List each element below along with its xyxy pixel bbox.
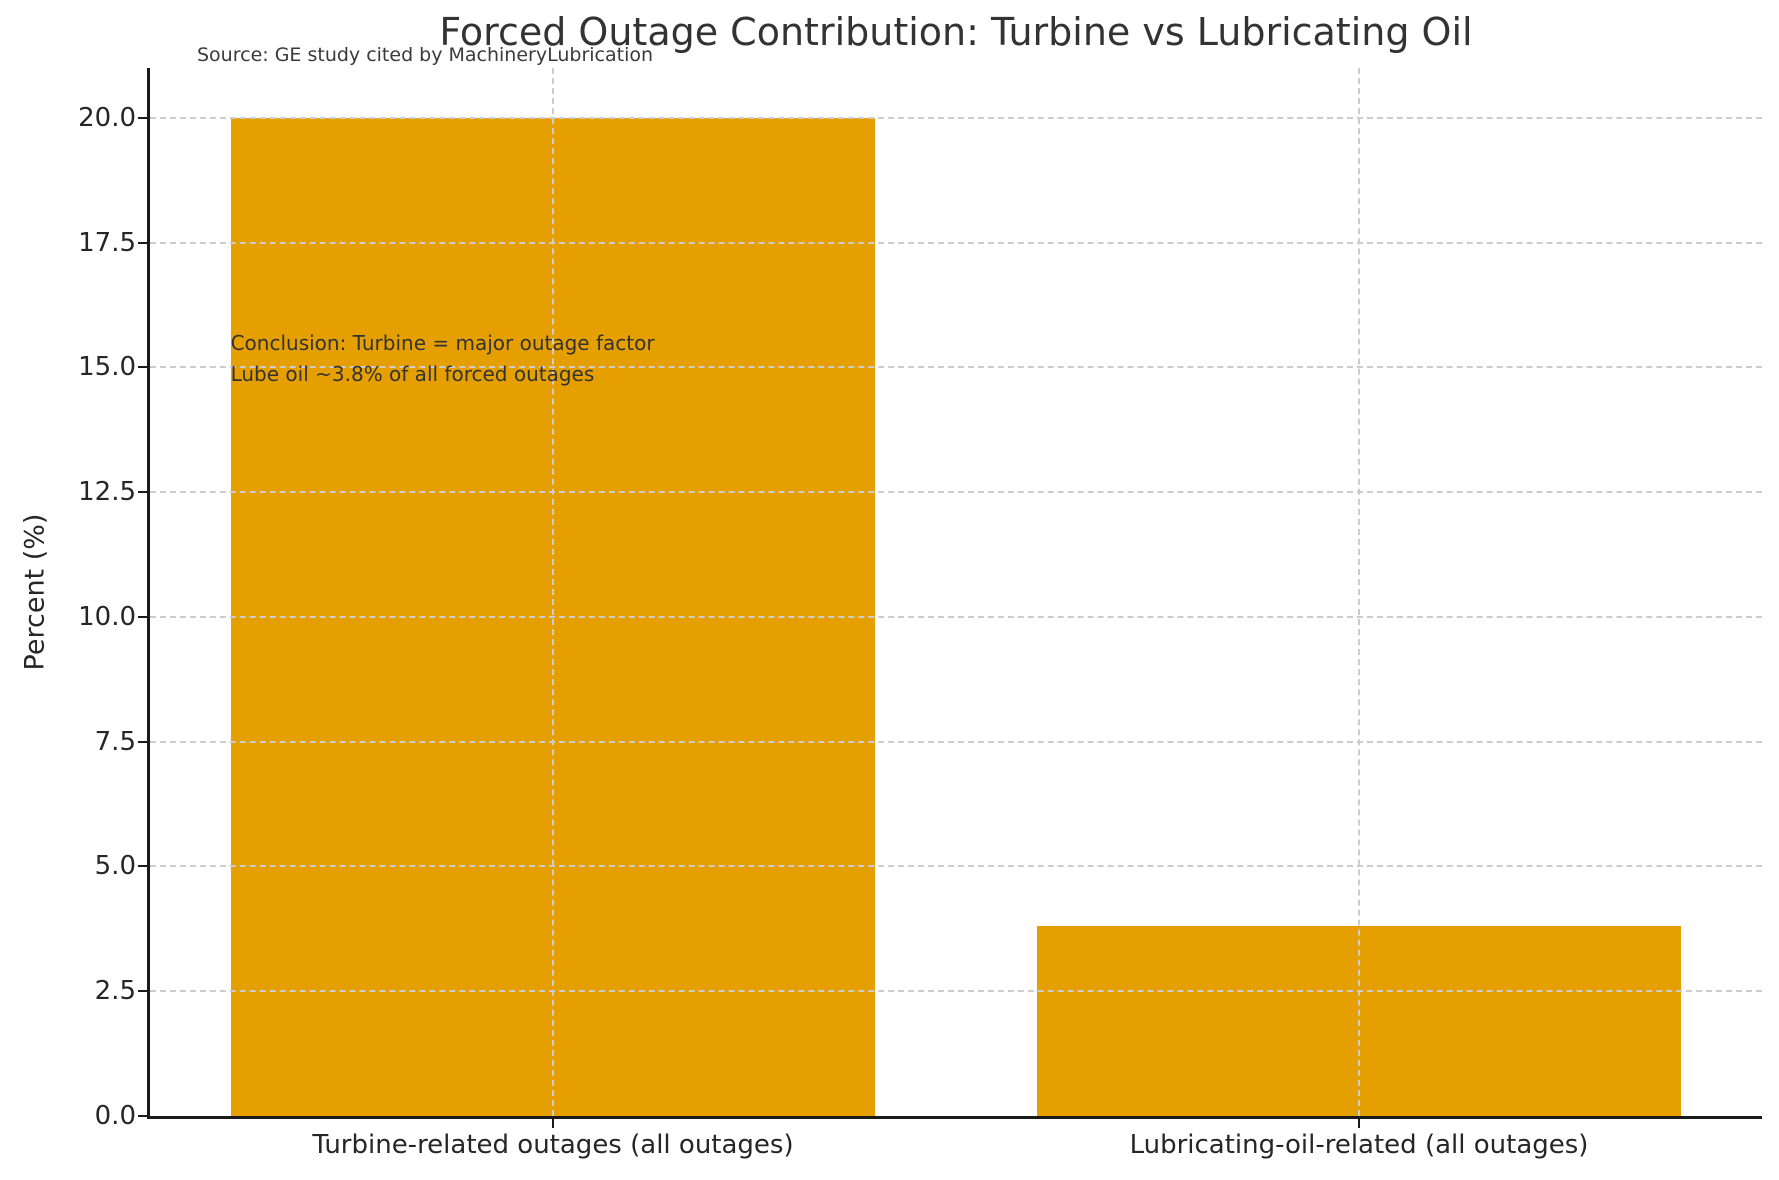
annotation-line-2: Lube oil ~3.8% of all forced outages <box>230 361 595 386</box>
y-tick-label: 7.5 <box>94 726 136 757</box>
y-tick-mark <box>138 615 147 618</box>
x-tick-mark <box>1358 1119 1360 1128</box>
y-tick-label: 0.0 <box>94 1101 136 1131</box>
y-tick-label: 20.0 <box>78 102 136 133</box>
y-tick-label: 5.0 <box>94 851 136 882</box>
h-gridline <box>150 116 1762 119</box>
source-note: Source: GE study cited by MachineryLubri… <box>197 44 654 66</box>
plot-area: Conclusion: Turbine = major outage facto… <box>147 68 1762 1119</box>
x-tick-mark <box>552 1119 554 1128</box>
y-tick-label: 2.5 <box>94 976 136 1007</box>
h-gridline <box>150 241 1762 244</box>
h-gridline <box>150 491 1762 494</box>
y-tick-mark <box>138 865 147 868</box>
x-axis-spine <box>147 1116 1762 1119</box>
y-tick-mark <box>138 491 147 494</box>
x-tick-label: Lubricating-oil-related (all outages) <box>1129 1130 1589 1160</box>
y-axis-label: Percent (%) <box>19 513 51 671</box>
y-tick-mark <box>138 740 147 743</box>
y-tick-label: 17.5 <box>78 227 136 258</box>
y-tick-mark <box>138 116 147 119</box>
h-gridline <box>150 865 1762 868</box>
v-gridline <box>1358 68 1360 1116</box>
y-tick-mark <box>138 366 147 369</box>
v-gridline <box>552 68 554 1116</box>
h-gridline <box>150 366 1762 369</box>
h-gridline <box>150 615 1762 618</box>
y-axis-spine <box>147 68 150 1119</box>
annotation: Conclusion: Turbine = major outage facto… <box>231 328 655 390</box>
h-gridline <box>150 740 1762 743</box>
y-tick-mark <box>138 241 147 244</box>
x-tick-label: Turbine-related outages (all outages) <box>312 1130 794 1160</box>
y-tick-label: 15.0 <box>78 352 136 383</box>
y-tick-label: 10.0 <box>78 601 136 632</box>
h-gridline <box>150 990 1762 993</box>
y-tick-mark <box>138 1115 147 1117</box>
y-tick-label: 12.5 <box>78 477 136 508</box>
annotation-line-1: Conclusion: Turbine = major outage facto… <box>230 330 655 355</box>
chart-title: Forced Outage Contribution: Turbine vs L… <box>439 10 1473 54</box>
y-tick-mark <box>138 990 147 993</box>
